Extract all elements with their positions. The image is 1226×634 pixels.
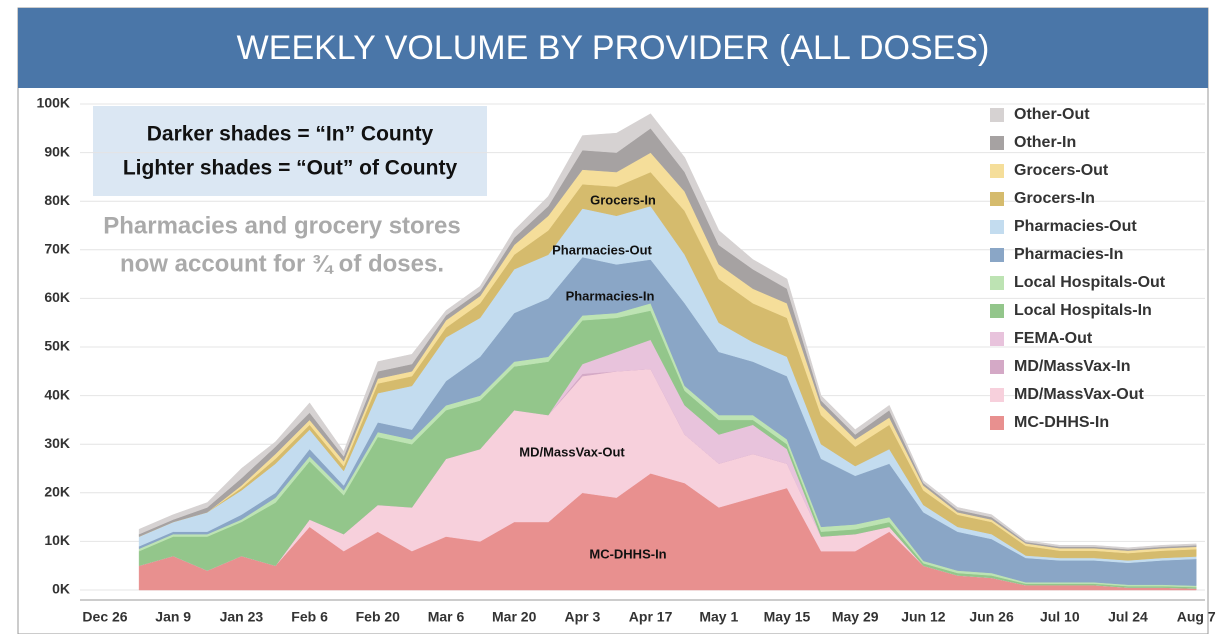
- x-tick-label: Apr 17: [629, 609, 673, 625]
- x-tick-label: Jan 9: [155, 609, 191, 625]
- x-tick-label: Jun 26: [969, 609, 1014, 625]
- legend-swatch: [990, 220, 1004, 234]
- legend-label: Local Hospitals-In: [1014, 302, 1152, 319]
- x-tick-label: Jun 12: [901, 609, 946, 625]
- legend-label: Pharmacies-Out: [1014, 218, 1137, 235]
- y-tick-label: 10K: [44, 532, 70, 548]
- annotation: Grocers-In: [590, 192, 656, 207]
- legend-label: Other-In: [1014, 134, 1076, 151]
- legend-swatch: [990, 360, 1004, 374]
- x-tick-label: May 15: [764, 609, 811, 625]
- legend-label: MD/MassVax-Out: [1014, 386, 1144, 403]
- annotation: MC-DHHS-In: [589, 546, 666, 561]
- legend-swatch: [990, 192, 1004, 206]
- y-tick-label: 40K: [44, 386, 70, 402]
- legend-swatch: [990, 108, 1004, 122]
- legend-label: Grocers-In: [1014, 190, 1095, 207]
- chart-title: WEEKLY VOLUME BY PROVIDER (ALL DOSES): [237, 29, 990, 67]
- note-box: [93, 106, 487, 196]
- legend-label: FEMA-Out: [1014, 330, 1093, 347]
- legend-label: MC-DHHS-In: [1014, 414, 1109, 431]
- legend-swatch: [990, 416, 1004, 430]
- legend-swatch: [990, 248, 1004, 262]
- area: [138, 113, 1197, 550]
- title-banner: [18, 8, 1208, 88]
- x-tick-label: Apr 3: [565, 609, 601, 625]
- y-tick-label: 70K: [44, 241, 70, 257]
- legend-swatch: [990, 136, 1004, 150]
- x-tick-label: Feb 20: [356, 609, 401, 625]
- legend-swatch: [990, 164, 1004, 178]
- y-tick-label: 50K: [44, 338, 70, 354]
- y-tick-label: 90K: [44, 143, 70, 159]
- y-tick-label: 20K: [44, 484, 70, 500]
- legend-swatch: [990, 304, 1004, 318]
- annotation: MD/MassVax-Out: [519, 444, 625, 459]
- x-tick-label: Jul 10: [1040, 609, 1080, 625]
- legend-label: Pharmacies-In: [1014, 246, 1123, 263]
- x-tick-label: Jul 24: [1108, 609, 1148, 625]
- x-tick-label: Aug 7: [1177, 609, 1216, 625]
- x-tick-label: Jan 23: [220, 609, 264, 625]
- x-tick-label: May 1: [699, 609, 738, 625]
- y-tick-label: 0K: [52, 581, 70, 597]
- x-tick-label: May 29: [832, 609, 879, 625]
- legend-swatch: [990, 276, 1004, 290]
- y-tick-label: 30K: [44, 435, 70, 451]
- x-tick-label: Mar 20: [492, 609, 537, 625]
- legend-label: Other-Out: [1014, 106, 1090, 123]
- x-tick-label: Mar 6: [428, 609, 465, 625]
- legend-swatch: [990, 388, 1004, 402]
- legend-label: MD/MassVax-In: [1014, 358, 1130, 375]
- annotation: Pharmacies-In: [566, 288, 655, 303]
- y-tick-label: 80K: [44, 192, 70, 208]
- x-tick-label: Dec 26: [82, 609, 127, 625]
- legend-label: Local Hospitals-Out: [1014, 274, 1166, 291]
- note-line: Darker shades = “In” County: [147, 123, 434, 146]
- legend-label: Grocers-Out: [1014, 162, 1109, 179]
- subtitle-line: now account for ¾ of doses.: [120, 250, 444, 277]
- annotation: Pharmacies-Out: [552, 242, 652, 257]
- y-tick-label: 100K: [37, 95, 70, 111]
- note-line: Lighter shades = “Out” of County: [123, 157, 458, 180]
- x-tick-label: Feb 6: [291, 609, 328, 625]
- legend-swatch: [990, 332, 1004, 346]
- subtitle-line: Pharmacies and grocery stores: [103, 212, 461, 239]
- y-tick-label: 60K: [44, 289, 70, 305]
